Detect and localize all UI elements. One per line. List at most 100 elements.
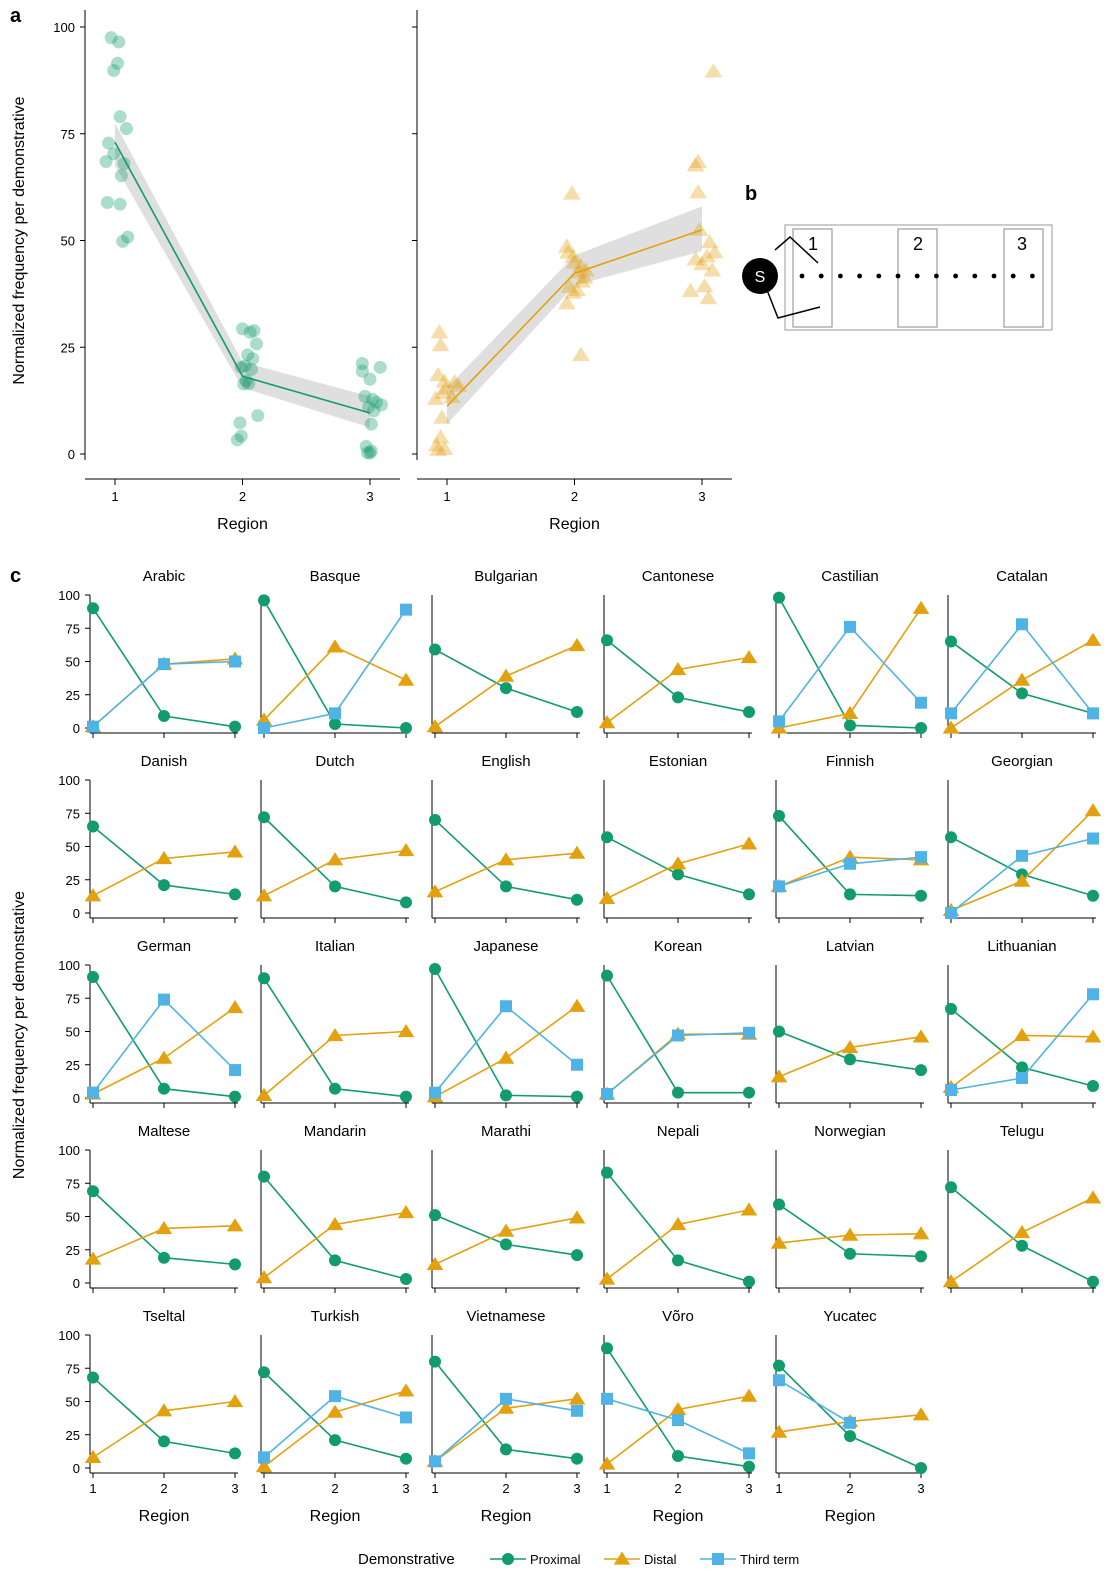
- diagram-dot-row: [799, 273, 1035, 279]
- data-point: [431, 336, 450, 352]
- third-marker: [773, 880, 785, 893]
- proximal-marker: [743, 1275, 755, 1288]
- subplot-bulgarian: Bulgarian: [426, 568, 586, 738]
- data-point: [568, 281, 586, 297]
- y-tick-label: 0: [73, 1091, 80, 1106]
- third-marker: [945, 907, 957, 919]
- data-point: [364, 417, 378, 431]
- data-point: [427, 437, 446, 452]
- y-tick-label: 0: [73, 906, 80, 921]
- y-tick-label: 50: [66, 1025, 80, 1040]
- diagram-dot: [934, 273, 939, 279]
- proximal-marker: [672, 868, 684, 881]
- third-marker: [258, 1451, 270, 1464]
- proximal-marker: [229, 888, 241, 901]
- proximal-marker: [1087, 1080, 1099, 1093]
- distal-marker: [598, 1456, 616, 1470]
- y-tick-label: 75: [66, 1176, 80, 1191]
- third-marker: [773, 1374, 785, 1387]
- subplot-basque: Basque: [255, 568, 415, 738]
- data-point: [360, 446, 374, 460]
- distal-marker: [1084, 1029, 1102, 1043]
- distal-marker: [1084, 803, 1102, 817]
- distal-marker: [598, 1271, 616, 1285]
- proximal-marker: [258, 972, 270, 985]
- proximal-marker: [429, 962, 441, 975]
- x-axis-title: Region: [825, 1508, 876, 1525]
- proximal-marker: [601, 1166, 613, 1179]
- confidence-band: [115, 123, 370, 428]
- proximal-marker: [945, 635, 957, 648]
- diagram-dot: [972, 273, 978, 279]
- distal-marker: [226, 1000, 244, 1014]
- proximal-marker: [601, 969, 613, 982]
- proximal-marker: [500, 1443, 512, 1456]
- proximal-marker: [773, 591, 785, 604]
- distal-marker: [669, 1216, 687, 1231]
- y-tick-label: 50: [61, 234, 75, 249]
- panel-letter-c: c: [10, 565, 21, 587]
- subplot-korean: Korean: [598, 938, 758, 1108]
- distal-marker: [669, 1401, 687, 1416]
- diagram-dot: [991, 273, 997, 279]
- proximal-marker: [400, 722, 412, 734]
- third-marker: [945, 707, 957, 720]
- proximal-marker: [672, 691, 684, 704]
- proximal-marker: [500, 682, 512, 695]
- proximal-marker: [1087, 1275, 1099, 1288]
- subplot-title: Italian: [315, 938, 355, 955]
- proximal-marker: [915, 722, 927, 734]
- third-line: [606, 1032, 750, 1095]
- data-point: [374, 398, 388, 412]
- distal-marker: [155, 1050, 173, 1064]
- subplot-title: Georgian: [991, 753, 1053, 770]
- proximal-marker: [571, 1090, 583, 1103]
- data-point: [246, 352, 260, 366]
- proximal-marker: [429, 1355, 441, 1368]
- subplot-lithuanian: Lithuanian: [942, 938, 1102, 1108]
- data-point: [230, 433, 244, 447]
- y-tick-label: 100: [53, 20, 75, 35]
- proximal-marker: [329, 1434, 341, 1447]
- square-marker: [712, 1553, 724, 1565]
- data-point: [104, 31, 118, 45]
- proximal-marker: [1087, 889, 1099, 902]
- subplot-title: Lithuanian: [987, 938, 1056, 955]
- diagram-dot: [838, 273, 843, 279]
- proximal-marker: [158, 1082, 170, 1095]
- third-marker: [158, 993, 170, 1006]
- subplot-title: English: [481, 753, 530, 770]
- data-point: [571, 257, 590, 273]
- subplot-title: Korean: [654, 938, 702, 955]
- distal-marker: [397, 1024, 415, 1038]
- proximal-marker: [743, 1460, 755, 1473]
- distal-marker: [912, 1226, 930, 1240]
- y-tick-label: 25: [66, 688, 80, 703]
- proximal-marker: [844, 1430, 856, 1443]
- triangle-marker: [613, 1551, 631, 1565]
- distal-marker: [497, 1400, 515, 1414]
- data-point: [698, 248, 717, 263]
- legend: Demonstrative Proximal Distal Third term: [358, 1551, 799, 1568]
- distal-marker: [1013, 873, 1031, 887]
- y-tick-label: 100: [58, 588, 80, 603]
- proximal-marker: [571, 1452, 583, 1465]
- proximal-marker: [945, 1002, 957, 1015]
- y-tick-label: 0: [73, 1461, 80, 1476]
- proximal-marker: [601, 1342, 613, 1355]
- data-point: [563, 185, 581, 200]
- third-line: [92, 998, 236, 1094]
- distal-marker: [426, 1256, 444, 1271]
- third-marker: [87, 720, 99, 733]
- distal-marker: [1013, 1224, 1031, 1239]
- distal-line: [606, 1033, 749, 1095]
- region-1-label: 1: [808, 234, 818, 254]
- data-point: [359, 439, 373, 453]
- distal-marker: [397, 1383, 415, 1397]
- third-marker: [571, 1058, 583, 1071]
- x-tick-label: 1: [431, 1481, 438, 1496]
- distal-marker: [497, 1223, 515, 1237]
- proximal-marker: [158, 710, 170, 723]
- x-tick-label: 1: [89, 1481, 96, 1496]
- proximal-marker: [1016, 1061, 1028, 1074]
